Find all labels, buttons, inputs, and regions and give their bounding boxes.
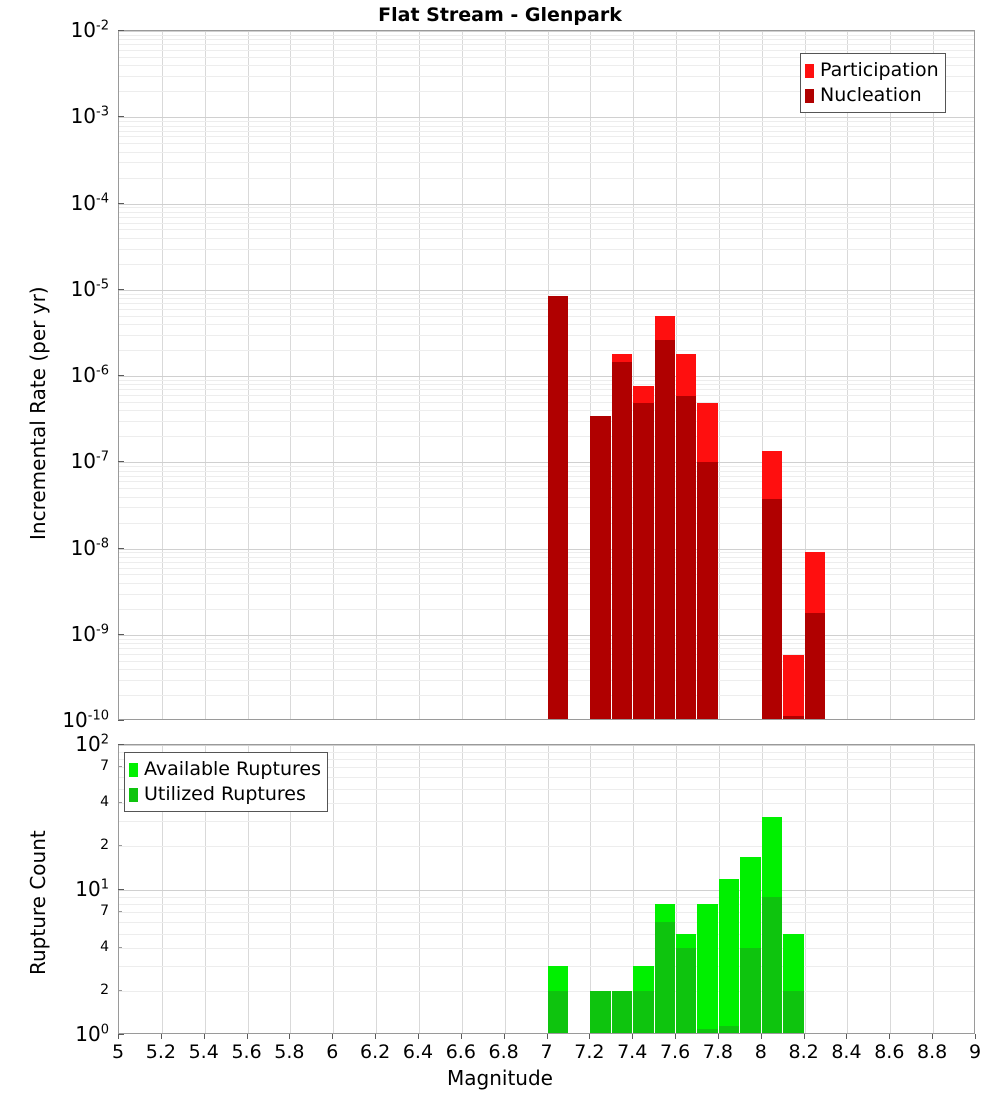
bar-nucleation [697,462,718,719]
y-tick-label: 10-3 [70,104,109,129]
x-tick-label: 5 [111,1041,125,1063]
x-tick-label: 8.6 [874,1041,905,1063]
y-tick-label: 101 [75,877,109,901]
legend-top-item[interactable]: Participation [805,58,939,83]
bottom-bars [119,745,974,1033]
bar-nucleation [654,340,676,719]
x-tick-label: 6 [326,1041,339,1063]
bar-nucleation [633,991,654,1033]
bottom-legend: Available Ruptures Utilized Ruptures [124,752,328,812]
x-tick-label: 5.8 [274,1041,305,1063]
legend-top-item[interactable]: Nucleation [805,83,939,108]
bar-nucleation [697,1028,718,1033]
incremental-rate-plot [118,30,975,720]
y-minor-tick-label: 2 [100,837,109,854]
y-tick-label: 100 [75,1022,109,1046]
bar-nucleation [611,362,633,719]
legend-bottom-item[interactable]: Available Ruptures [129,757,321,782]
legend-swatch-icon [129,762,138,777]
bar-participation [697,904,718,1033]
bar-nucleation [633,402,654,719]
bottom-gridlines [119,745,974,1033]
bar-nucleation [590,416,611,719]
y-tick-label: 10-2 [70,18,109,42]
bar-nucleation [783,991,804,1033]
y-tick-label: 10-5 [70,276,109,301]
x-tick-label: 6.4 [402,1041,434,1063]
y-tick-label: 10-4 [70,190,109,215]
legend-label: Available Ruptures [144,758,321,780]
page-title: Flat Stream - Glenpark [378,4,622,26]
bar-participation [783,655,804,719]
y-tick-label: 10-8 [70,535,109,560]
x-tick-label: 5.2 [145,1041,176,1063]
y-tick-label: 10-10 [62,708,109,732]
x-tick-label: 7.6 [659,1041,691,1063]
legend-swatch-icon [805,88,814,103]
x-tick-label: 7.2 [574,1041,605,1063]
top-legend: Participation Nucleation [800,53,946,113]
x-tick-label: 6.6 [445,1041,476,1063]
legend-bottom-item[interactable]: Utilized Ruptures [129,782,321,807]
bar-nucleation [783,715,804,719]
y-tick-label: 10-9 [70,621,109,646]
x-tick-label: 5.4 [188,1041,219,1063]
bottom-y-axis-label: Rupture Count [26,830,50,975]
legend-label: Utilized Ruptures [144,783,306,805]
legend-swatch-icon [129,787,138,802]
bar-nucleation [590,991,611,1033]
bar-nucleation [718,1026,740,1033]
x-tick-label: 8.4 [831,1041,862,1063]
x-tick-label: 6.2 [359,1041,391,1063]
y-minor-tick-label: 4 [100,938,109,955]
bar-nucleation [761,896,783,1033]
y-tick-label: 10-7 [70,449,109,474]
bar-nucleation [761,499,783,719]
x-tick-label: 6.8 [488,1041,519,1063]
top-gridlines [119,31,974,719]
x-tick-label: 8 [754,1041,767,1063]
x-tick-label: 8.2 [788,1041,819,1063]
bar-nucleation [676,947,697,1033]
bar-nucleation [676,396,697,719]
y-minor-tick-label: 7 [100,758,109,775]
bar-nucleation [547,991,568,1033]
x-tick-label: 9 [968,1041,982,1063]
x-axis-label: Magnitude [447,1066,553,1090]
y-tick-label: 10-6 [70,363,109,387]
bar-nucleation [804,612,826,719]
bar-nucleation [611,991,633,1033]
bar-nucleation [547,295,568,719]
top-bars [119,31,974,719]
y-tick-label: 102 [75,732,109,756]
x-tick-label: 7.8 [702,1041,733,1063]
x-tick-label: 7.4 [617,1041,648,1063]
x-tick-label: 5.6 [231,1041,262,1063]
bar-participation [718,878,740,1033]
legend-swatch-icon [805,63,814,78]
x-tick-label: 8.8 [917,1041,948,1063]
bar-nucleation [654,922,676,1033]
y-minor-tick-label: 4 [100,793,109,810]
y-minor-tick-label: 2 [100,982,109,999]
y-minor-tick-label: 7 [100,903,109,920]
x-tick-label: 7 [540,1041,553,1063]
top-y-axis-label: Incremental Rate (per yr) [26,286,50,540]
legend-label: Participation [820,59,939,81]
bar-nucleation [740,947,761,1033]
legend-label: Nucleation [820,84,922,106]
